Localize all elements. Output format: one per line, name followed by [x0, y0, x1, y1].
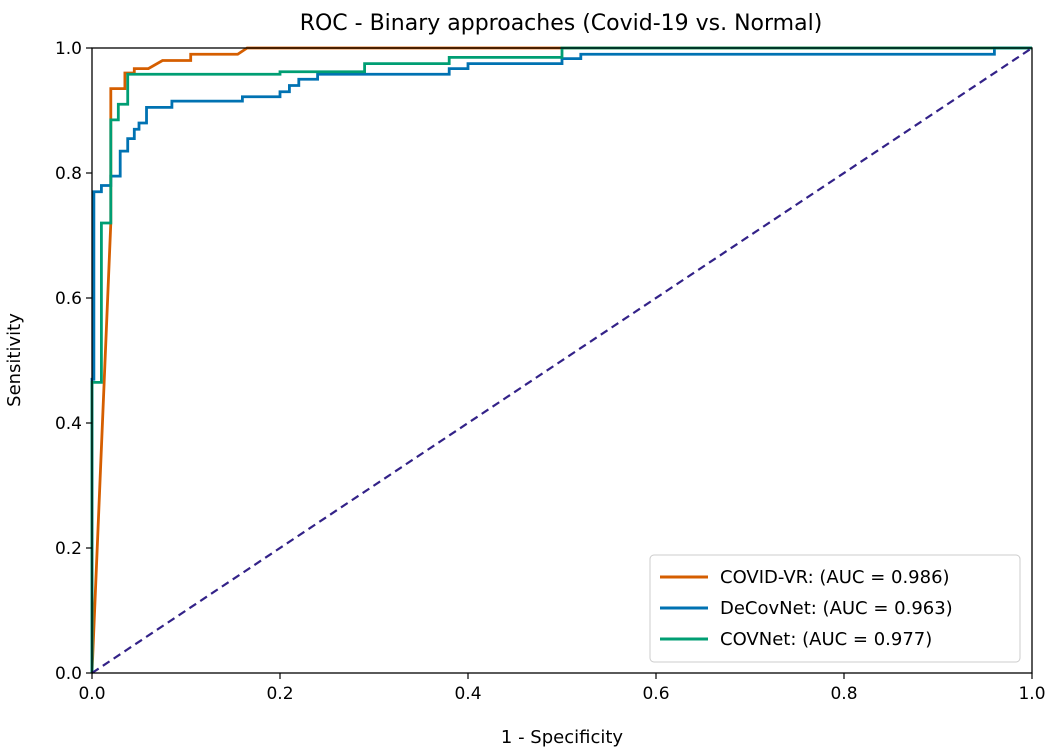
- x-axis-label: 1 - Specificity: [501, 727, 624, 748]
- x-tick-label: 0.0: [78, 684, 105, 704]
- plot-area: [90, 46, 1033, 674]
- series-line-1: [90, 46, 1032, 674]
- y-tick-label: 0.6: [55, 289, 82, 309]
- legend: COVID-VR: (AUC = 0.986) DeCovNet: (AUC = …: [649, 554, 1021, 663]
- series-line-3: [90, 46, 1032, 673]
- legend-label: DeCovNet: (AUC = 0.963): [720, 598, 953, 619]
- legend-label: COVNet: (AUC = 0.977): [720, 629, 932, 650]
- chart-title: ROC - Binary approaches (Covid-19 vs. No…: [300, 11, 823, 36]
- x-tick-label: 0.8: [830, 684, 857, 704]
- chance-line: [91, 47, 1033, 674]
- y-tick-label: 0.2: [55, 539, 82, 559]
- x-tick-label: 0.4: [454, 684, 481, 704]
- y-axis-ticks: 0.0 0.2 0.4 0.6 0.8 1.0: [55, 39, 92, 684]
- y-tick-label: 0.0: [55, 664, 82, 684]
- y-tick-label: 0.8: [55, 164, 82, 184]
- plot-frame: [91, 47, 1033, 674]
- legend-box: [649, 554, 1021, 663]
- legend-items: COVID-VR: (AUC = 0.986) DeCovNet: (AUC = …: [660, 567, 953, 650]
- y-tick-label: 1.0: [55, 39, 82, 59]
- x-tick-label: 1.0: [1018, 684, 1045, 704]
- x-tick-label: 0.6: [642, 684, 669, 704]
- y-tick-label: 0.4: [55, 414, 82, 434]
- x-axis-ticks: 0.0 0.2 0.4 0.6 0.8 1.0: [78, 673, 1046, 704]
- legend-label: COVID-VR: (AUC = 0.986): [720, 567, 950, 588]
- x-tick-label: 0.2: [266, 684, 293, 704]
- series-layer: [90, 46, 1033, 674]
- y-axis-label: Sensitivity: [4, 313, 25, 407]
